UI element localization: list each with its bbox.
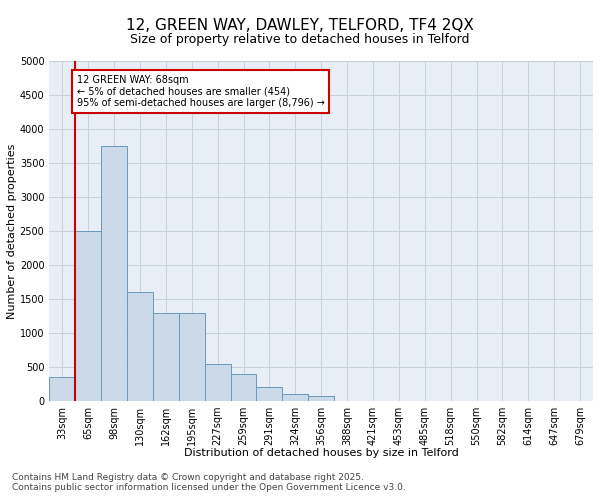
- Bar: [49, 377, 75, 401]
- Text: 12 GREEN WAY: 68sqm
← 5% of detached houses are smaller (454)
95% of semi-detach: 12 GREEN WAY: 68sqm ← 5% of detached hou…: [77, 74, 325, 108]
- Text: 12, GREEN WAY, DAWLEY, TELFORD, TF4 2QX: 12, GREEN WAY, DAWLEY, TELFORD, TF4 2QX: [126, 18, 474, 32]
- Bar: [308, 396, 334, 401]
- Y-axis label: Number of detached properties: Number of detached properties: [7, 143, 17, 318]
- Text: Contains HM Land Registry data © Crown copyright and database right 2025.
Contai: Contains HM Land Registry data © Crown c…: [12, 473, 406, 492]
- Bar: [179, 312, 205, 401]
- Bar: [205, 364, 230, 401]
- Bar: [256, 388, 283, 401]
- Bar: [101, 146, 127, 401]
- Bar: [153, 312, 179, 401]
- Bar: [283, 394, 308, 401]
- Text: Size of property relative to detached houses in Telford: Size of property relative to detached ho…: [130, 32, 470, 46]
- Bar: [75, 231, 101, 401]
- X-axis label: Distribution of detached houses by size in Telford: Distribution of detached houses by size …: [184, 448, 458, 458]
- Bar: [127, 292, 153, 401]
- Bar: [230, 374, 256, 401]
